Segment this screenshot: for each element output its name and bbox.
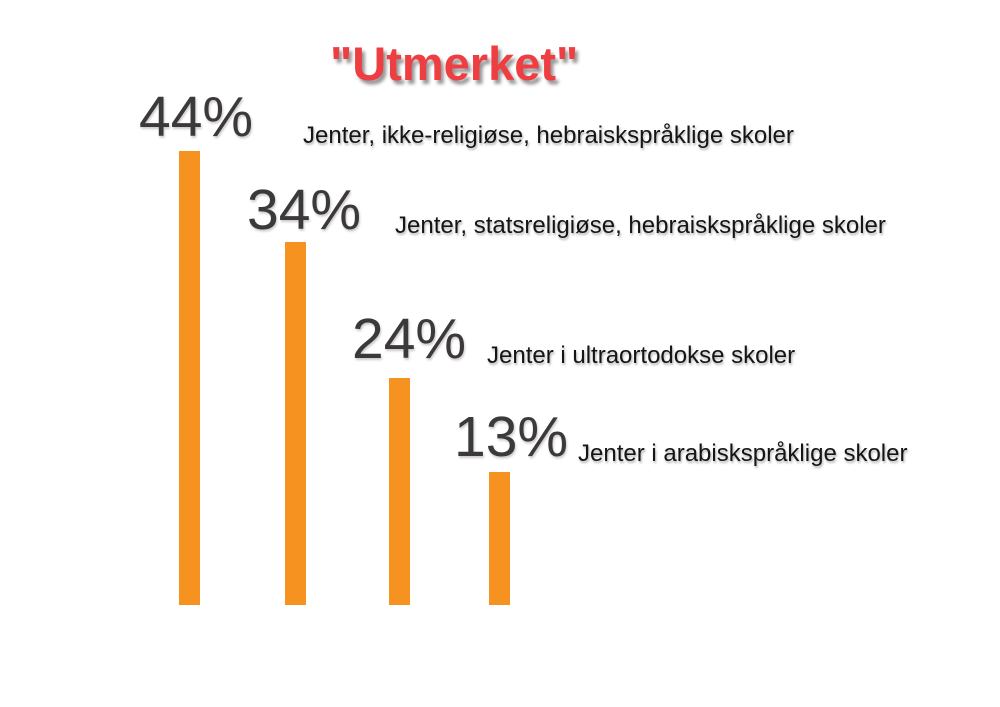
value-label-2: 34% <box>247 178 362 242</box>
bar-3 <box>389 378 410 605</box>
value-label-1: 44% <box>139 85 254 149</box>
category-label-1: Jenter, ikke-religiøse, hebraiskspråklig… <box>303 122 794 149</box>
chart-title: "Utmerket" <box>330 37 579 90</box>
category-label-3: Jenter i ultraortodokse skoler <box>487 342 796 369</box>
category-label-4: Jenter i arabiskspråklige skoler <box>578 440 908 467</box>
bar-4 <box>489 472 510 605</box>
bar-1 <box>179 151 200 605</box>
value-label-3: 24% <box>352 307 467 371</box>
category-label-2: Jenter, statsreligiøse, hebraiskspråklig… <box>395 212 886 239</box>
value-label-4: 13% <box>454 405 569 469</box>
bar-2 <box>285 242 306 605</box>
